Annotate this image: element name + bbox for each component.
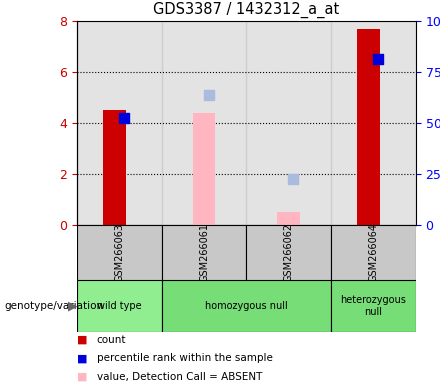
Text: GSM266064: GSM266064 xyxy=(368,223,378,282)
FancyBboxPatch shape xyxy=(77,225,162,280)
Bar xyxy=(103,110,126,225)
Text: GSM266063: GSM266063 xyxy=(114,223,125,282)
Text: ■: ■ xyxy=(77,335,88,345)
Bar xyxy=(357,29,380,225)
Title: GDS3387 / 1432312_a_at: GDS3387 / 1432312_a_at xyxy=(153,2,340,18)
Text: percentile rank within the sample: percentile rank within the sample xyxy=(97,353,273,363)
FancyBboxPatch shape xyxy=(246,225,331,280)
Point xyxy=(205,92,212,98)
FancyBboxPatch shape xyxy=(331,225,416,280)
Text: count: count xyxy=(97,335,126,345)
Text: ■: ■ xyxy=(77,353,88,363)
Text: genotype/variation: genotype/variation xyxy=(4,301,103,311)
Text: value, Detection Call = ABSENT: value, Detection Call = ABSENT xyxy=(97,372,262,382)
Bar xyxy=(162,21,246,225)
Text: ▶: ▶ xyxy=(68,300,78,313)
Bar xyxy=(77,21,162,225)
Text: wild type: wild type xyxy=(97,301,142,311)
Point xyxy=(374,56,381,62)
Text: homozygous null: homozygous null xyxy=(205,301,288,311)
Bar xyxy=(193,113,216,225)
Text: GSM266062: GSM266062 xyxy=(284,223,294,282)
FancyBboxPatch shape xyxy=(162,225,246,280)
Text: GSM266061: GSM266061 xyxy=(199,223,209,282)
Bar xyxy=(246,21,331,225)
Bar xyxy=(277,212,300,225)
FancyBboxPatch shape xyxy=(162,280,331,332)
FancyBboxPatch shape xyxy=(331,280,416,332)
FancyBboxPatch shape xyxy=(77,280,162,332)
Text: heterozygous
null: heterozygous null xyxy=(341,295,407,317)
Point xyxy=(121,115,128,121)
Bar xyxy=(331,21,416,225)
Text: ■: ■ xyxy=(77,372,88,382)
Point xyxy=(290,176,297,182)
